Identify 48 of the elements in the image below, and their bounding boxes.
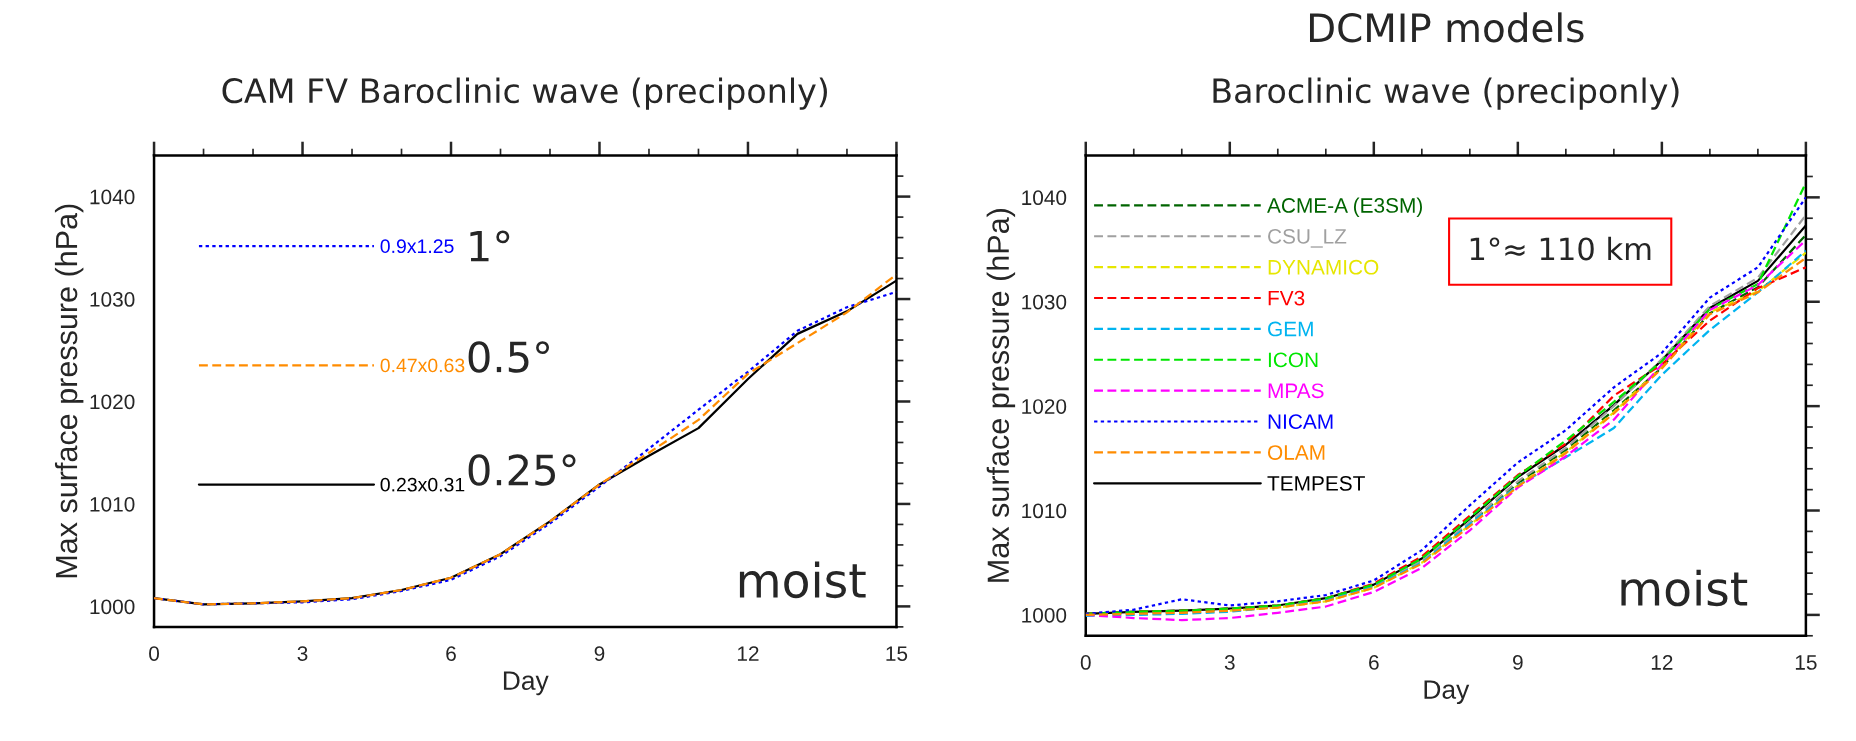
- x-tick-label: 9: [1513, 655, 1523, 670]
- x-tick-label: 0: [149, 646, 160, 661]
- text: GEM: [1268, 321, 1313, 337]
- text: OLAM: [1268, 445, 1325, 460]
- text: TEMPEST: [1267, 476, 1365, 491]
- x-axis-title: Day: [1424, 680, 1470, 705]
- annotation: 1°: [470, 230, 510, 262]
- y-tick-label: 1020: [1022, 399, 1067, 414]
- y-tick-label: 1020: [90, 394, 135, 410]
- annotation: 0.25°: [468, 454, 576, 486]
- text: NICAM: [1268, 414, 1333, 430]
- chart-subtitle: Baroclinic wave (preciponly): [1213, 77, 1679, 110]
- x-tick-label: 6: [446, 646, 456, 661]
- x-tick-label: 12: [737, 646, 759, 661]
- x-tick-label: 15: [1795, 655, 1817, 670]
- y-tick-label: 1010: [1022, 503, 1067, 519]
- x-tick-label: 3: [297, 646, 308, 661]
- y-tick-label: 1010: [90, 496, 135, 512]
- text: MPAS: [1268, 383, 1324, 399]
- text: ACME-A (E3SM): [1267, 197, 1422, 217]
- x-tick-label: 0: [1080, 655, 1091, 670]
- chart-title: DCMIP models: [1310, 12, 1584, 43]
- x-tick-label: 3: [1224, 655, 1235, 670]
- y-axis-title: Max surface pressure (hPa): [986, 209, 1016, 582]
- annotation: moist: [1621, 569, 1748, 607]
- x-tick-label: 15: [886, 646, 908, 661]
- annotation: 1°≈ 110 km: [1470, 236, 1651, 261]
- y-axis-title: Max surface pressure (hPa): [54, 204, 84, 578]
- text: CSU_LZ: [1268, 228, 1347, 248]
- text: DYNAMICO: [1268, 259, 1379, 275]
- x-tick-label: 6: [1369, 655, 1379, 670]
- text: 0.47x0.63: [380, 358, 465, 373]
- y-tick-label: 1000: [1022, 607, 1067, 623]
- x-tick-label: 9: [594, 646, 605, 661]
- text: 0.9x1.25: [380, 239, 454, 254]
- y-tick-label: 1030: [1022, 294, 1067, 310]
- text: FV3: [1268, 290, 1305, 306]
- text: 0.23x0.31: [380, 477, 465, 492]
- annotation: moist: [739, 561, 866, 599]
- y-tick-label: 1030: [90, 292, 135, 307]
- y-tick-label: 1040: [90, 189, 135, 205]
- text: ICON: [1268, 352, 1318, 368]
- chart-title: CAM FV Baroclinic wave (preciponly): [222, 77, 827, 110]
- x-axis-title: Day: [503, 671, 549, 696]
- x-tick-label: 12: [1651, 655, 1673, 670]
- y-tick-label: 1000: [90, 599, 135, 615]
- annotation: 0.5°: [468, 341, 549, 373]
- y-tick-label: 1040: [1022, 190, 1067, 206]
